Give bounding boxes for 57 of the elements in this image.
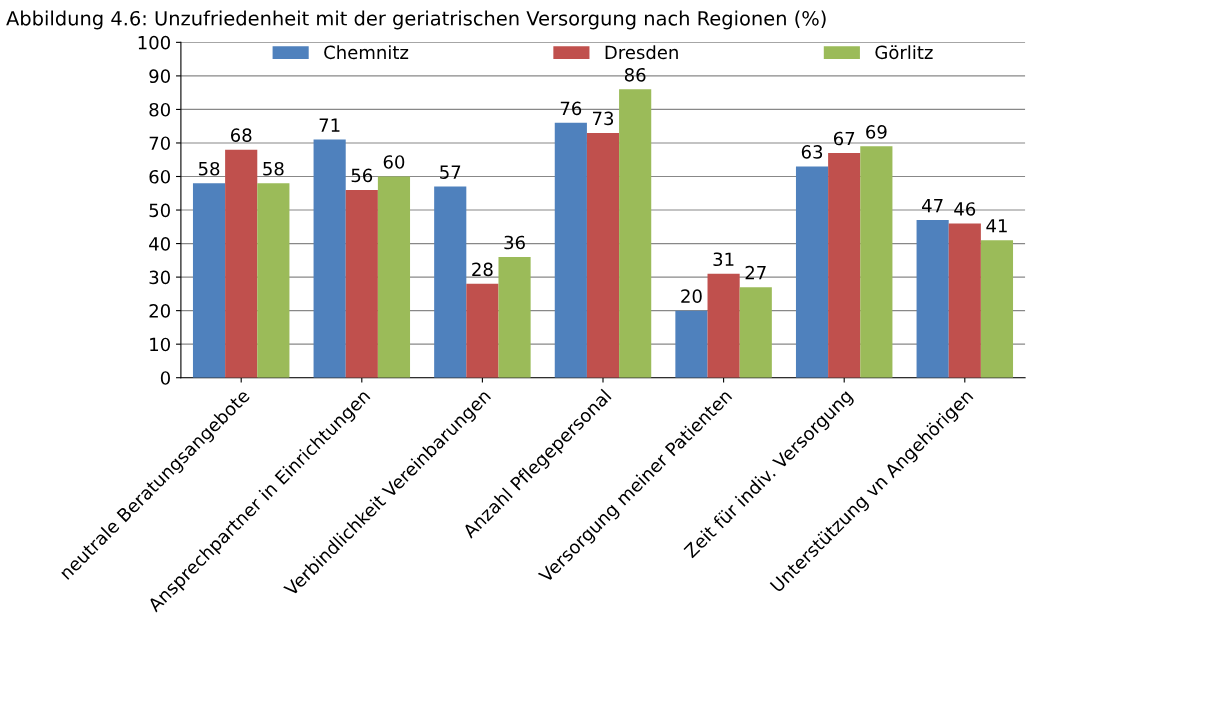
bar [466, 283, 499, 378]
data-label: 28 [472, 262, 493, 277]
bar [586, 132, 620, 378]
y-tick-label: 60 [149, 169, 170, 184]
data-label: 73 [592, 111, 614, 126]
bar [554, 122, 587, 378]
bar [916, 220, 949, 378]
y-tick-label: 40 [149, 237, 170, 251]
data-label: 27 [745, 265, 766, 280]
data-label: 63 [801, 145, 823, 159]
data-label: 46 [954, 202, 976, 216]
bar [795, 166, 829, 378]
y-tick-label: 80 [149, 102, 170, 117]
y-tick-label: 20 [149, 304, 170, 318]
bar [257, 183, 290, 378]
data-label: 57 [440, 165, 461, 179]
data-label: 31 [713, 252, 734, 267]
data-label: 86 [624, 67, 646, 82]
data-label: 76 [560, 101, 582, 116]
bar [498, 256, 531, 378]
bar [675, 310, 708, 378]
bar [434, 186, 467, 378]
data-label: 47 [922, 199, 943, 213]
bar [377, 176, 411, 378]
data-label: 20 [681, 289, 702, 303]
data-label: 68 [230, 128, 252, 143]
bar [828, 153, 861, 378]
y-tick-label: 90 [149, 69, 170, 84]
data-label: 69 [866, 125, 887, 139]
bar [948, 223, 981, 378]
y-tick-label: 70 [149, 136, 170, 151]
bar [619, 89, 652, 378]
bar [739, 287, 772, 378]
data-label: 36 [504, 235, 525, 250]
legend-label: Görlitz [875, 45, 933, 60]
bar [345, 189, 378, 378]
bar [313, 139, 346, 378]
data-label: 60 [383, 155, 405, 169]
y-tick-label: 30 [149, 270, 170, 285]
y-tick-label: 0 [160, 371, 170, 385]
y-tick-label: 10 [150, 337, 170, 352]
data-label: 71 [319, 118, 340, 132]
bar [860, 146, 893, 378]
data-label: 58 [263, 161, 284, 176]
bar [192, 183, 226, 378]
chart-title: Abbildung 4.6: Unzufriedenheit mit der geriatrischen Versorgung nach Regionen (%) [6, 10, 826, 30]
bar [980, 240, 1014, 378]
y-tick-label: 50 [149, 203, 170, 218]
legend-label: Dresden [605, 45, 678, 60]
legend-label: Chemnitz [324, 45, 409, 60]
bar [707, 273, 740, 378]
data-label: 56 [351, 168, 373, 183]
data-label: 58 [198, 161, 220, 176]
y-tick-label: 100 [138, 35, 170, 50]
data-label: 67 [833, 131, 855, 146]
bar [225, 149, 258, 378]
data-label: 41 [986, 219, 1007, 233]
